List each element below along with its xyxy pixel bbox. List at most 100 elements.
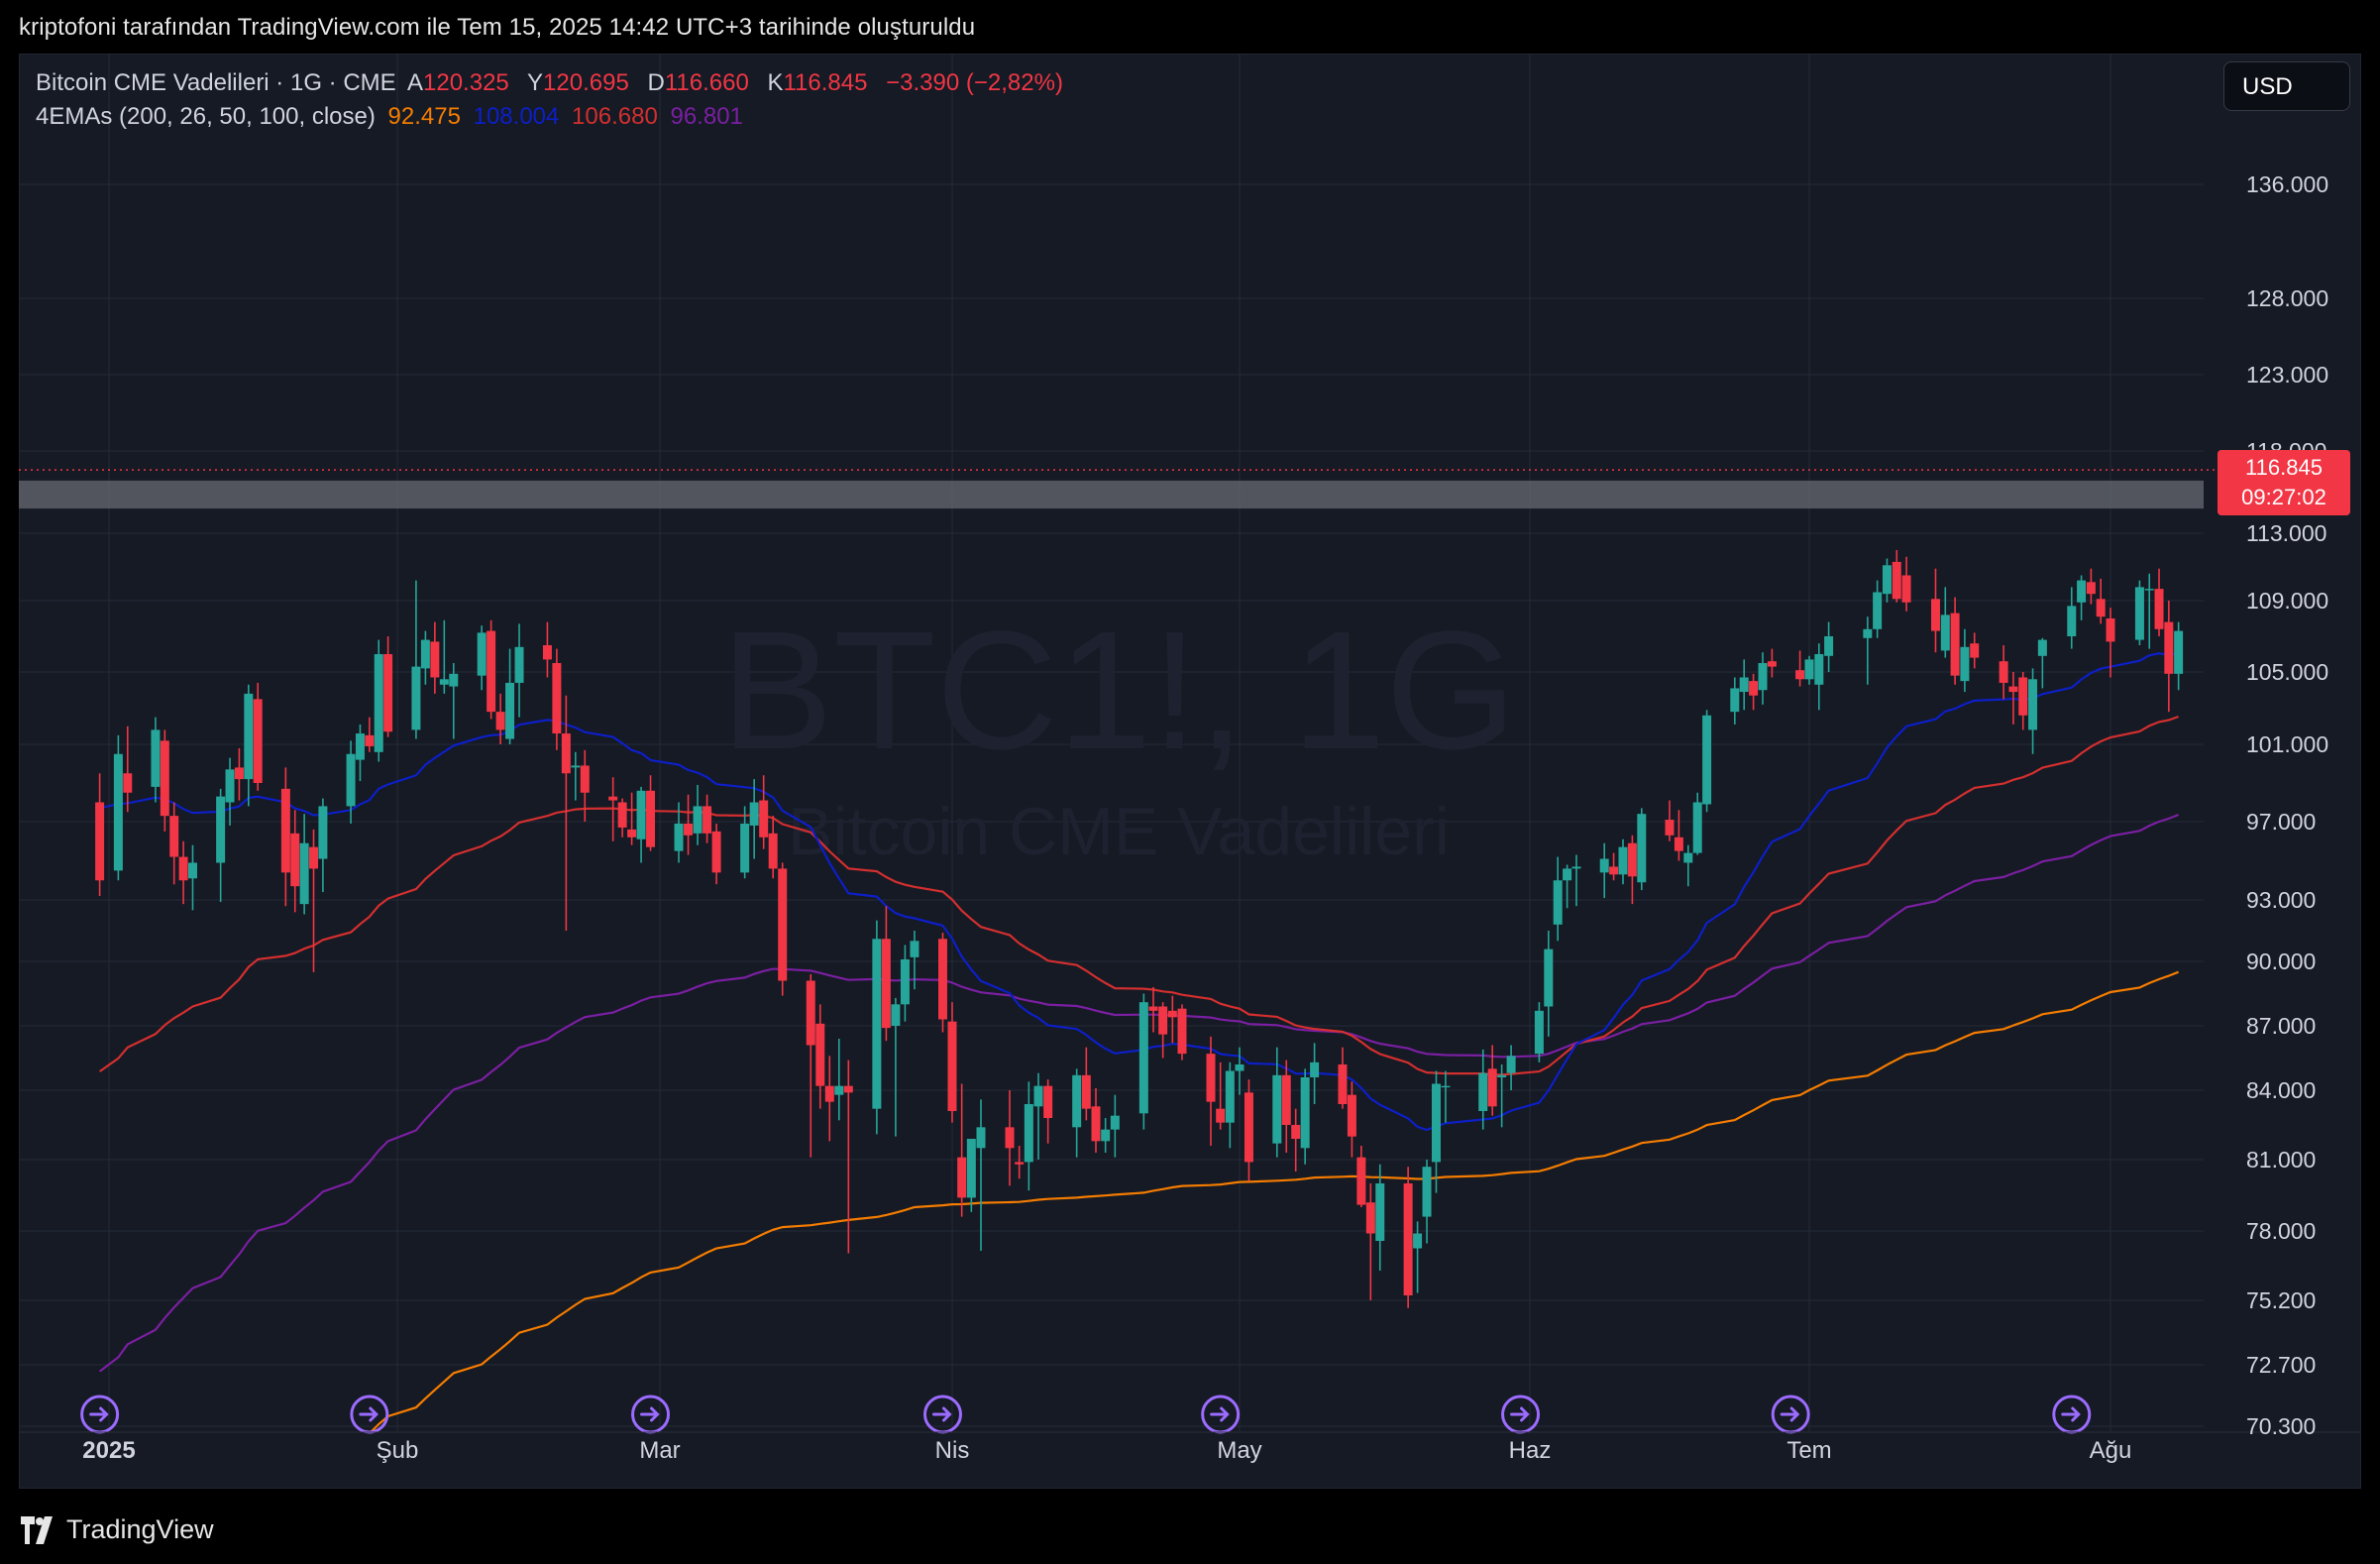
candle-down (1216, 1061, 1226, 1130)
candle-body (1272, 1074, 1282, 1144)
price-tick-label: 123.000 (2246, 362, 2328, 388)
candle-body (178, 856, 188, 881)
symbol-title[interactable]: Bitcoin CME Vadelileri · 1G · CME (36, 69, 396, 96)
price-tick-label: 87.000 (2246, 1013, 2316, 1039)
candle-body (160, 740, 169, 817)
footer-brand[interactable]: TradingView (19, 1514, 214, 1545)
price-tick-label: 78.000 (2246, 1218, 2316, 1244)
candle-up (1758, 652, 1768, 705)
candle-body (216, 796, 226, 863)
candle-body (2106, 618, 2115, 642)
candle-body (1043, 1085, 1053, 1118)
candle-body (113, 753, 123, 871)
candle-up (2028, 668, 2038, 754)
candle-up (244, 684, 254, 807)
candle-body (1225, 1070, 1235, 1123)
candle-down (383, 636, 393, 737)
candle-body (1441, 1085, 1451, 1088)
candle-down (1950, 597, 1960, 685)
support-band (19, 480, 2204, 509)
candle-down (684, 794, 694, 855)
candle-down (1365, 1183, 1375, 1300)
candle-down (2154, 568, 2164, 636)
candle-body (552, 663, 562, 734)
candle-body (2154, 589, 2164, 629)
candle-body (374, 654, 383, 752)
candle-down (2018, 672, 2028, 730)
candle-up (872, 920, 882, 1135)
candle-body (957, 1157, 967, 1198)
legend-ema-row: 4EMAs (200, 26, 50, 100, close) 92.475 1… (36, 103, 749, 131)
ema-lines (98, 651, 2180, 1431)
candle-down (234, 747, 244, 801)
candle-body (2067, 606, 2077, 636)
candle-up (1300, 1068, 1310, 1165)
candle-down (608, 777, 618, 841)
currency-button[interactable]: USD (2223, 61, 2350, 111)
candle-body (674, 823, 684, 851)
candle-up (1730, 677, 1740, 725)
candle-body (1148, 1006, 1158, 1011)
candle-body (1609, 866, 1619, 875)
candle-down (881, 906, 891, 1042)
legend-ohlc-row: Bitcoin CME Vadelileri · 1G · CME A120.3… (36, 69, 1069, 97)
candle-body (1506, 1056, 1516, 1073)
candles (95, 550, 2184, 1308)
candle-body (449, 673, 459, 687)
ema-indicator-title[interactable]: 4EMAs (200, 26, 50, 100, close) (36, 103, 376, 130)
candle-body (937, 939, 947, 1020)
candle-down (1627, 835, 1637, 905)
candle-up (1544, 931, 1554, 1037)
candle-body (542, 645, 552, 660)
candle-down (290, 810, 300, 913)
candle-body (1795, 670, 1805, 680)
candle-down (1487, 1045, 1497, 1116)
candle-body (910, 941, 920, 957)
candle-body (1804, 659, 1814, 680)
candle-up (1506, 1045, 1516, 1090)
price-tick-label: 75.200 (2246, 1287, 2316, 1313)
candle-up (891, 997, 901, 1137)
candle-body (900, 958, 910, 1005)
candle-body (1563, 868, 1572, 881)
candle-up (1478, 1049, 1488, 1130)
candle-up (1739, 659, 1749, 711)
price-tick-label: 70.300 (2246, 1413, 2316, 1439)
candle-down (95, 773, 105, 897)
candle-up (976, 1099, 986, 1251)
candle-body (1544, 949, 1554, 1007)
candle-down (2086, 568, 2096, 605)
candle-body (244, 693, 254, 780)
candle-down (1281, 1060, 1291, 1153)
event-marker-arrow (931, 1406, 952, 1422)
candle-body (495, 712, 505, 730)
candle-down (768, 816, 778, 879)
candle-body (1300, 1077, 1310, 1149)
candle-body (1347, 1094, 1356, 1137)
candle-up (1960, 628, 1970, 693)
candlestick-chart[interactable]: BTC1!, 1G Bitcoin CME Vadelileri 136.000 12… (19, 54, 2361, 1489)
candle-down (365, 717, 375, 752)
candle-up (2144, 573, 2154, 649)
candle-body (1422, 1167, 1432, 1217)
candle-up (1702, 710, 1712, 813)
price-tick-label: 136.000 (2246, 171, 2328, 197)
candle-body (768, 833, 778, 869)
candle-up (514, 623, 524, 718)
candle-body (759, 800, 769, 838)
candle-down (2164, 601, 2174, 713)
candle-body (1599, 858, 1609, 873)
time-tick-label: May (1217, 1437, 1261, 1464)
ema100-line (98, 813, 2180, 1373)
candle-up (151, 717, 161, 803)
candle-down (1901, 556, 1911, 612)
candle-body (1882, 565, 1892, 595)
candle-body (2077, 580, 2087, 603)
candle-body (1072, 1074, 1082, 1128)
candle-body (1356, 1157, 1366, 1205)
tradingview-logo-icon (21, 1515, 53, 1544)
time-tick-label: Tem (1786, 1437, 1831, 1464)
price-tick-label: 97.000 (2246, 809, 2316, 835)
candle-body (420, 639, 430, 669)
ema100-value: 96.801 (670, 103, 743, 130)
